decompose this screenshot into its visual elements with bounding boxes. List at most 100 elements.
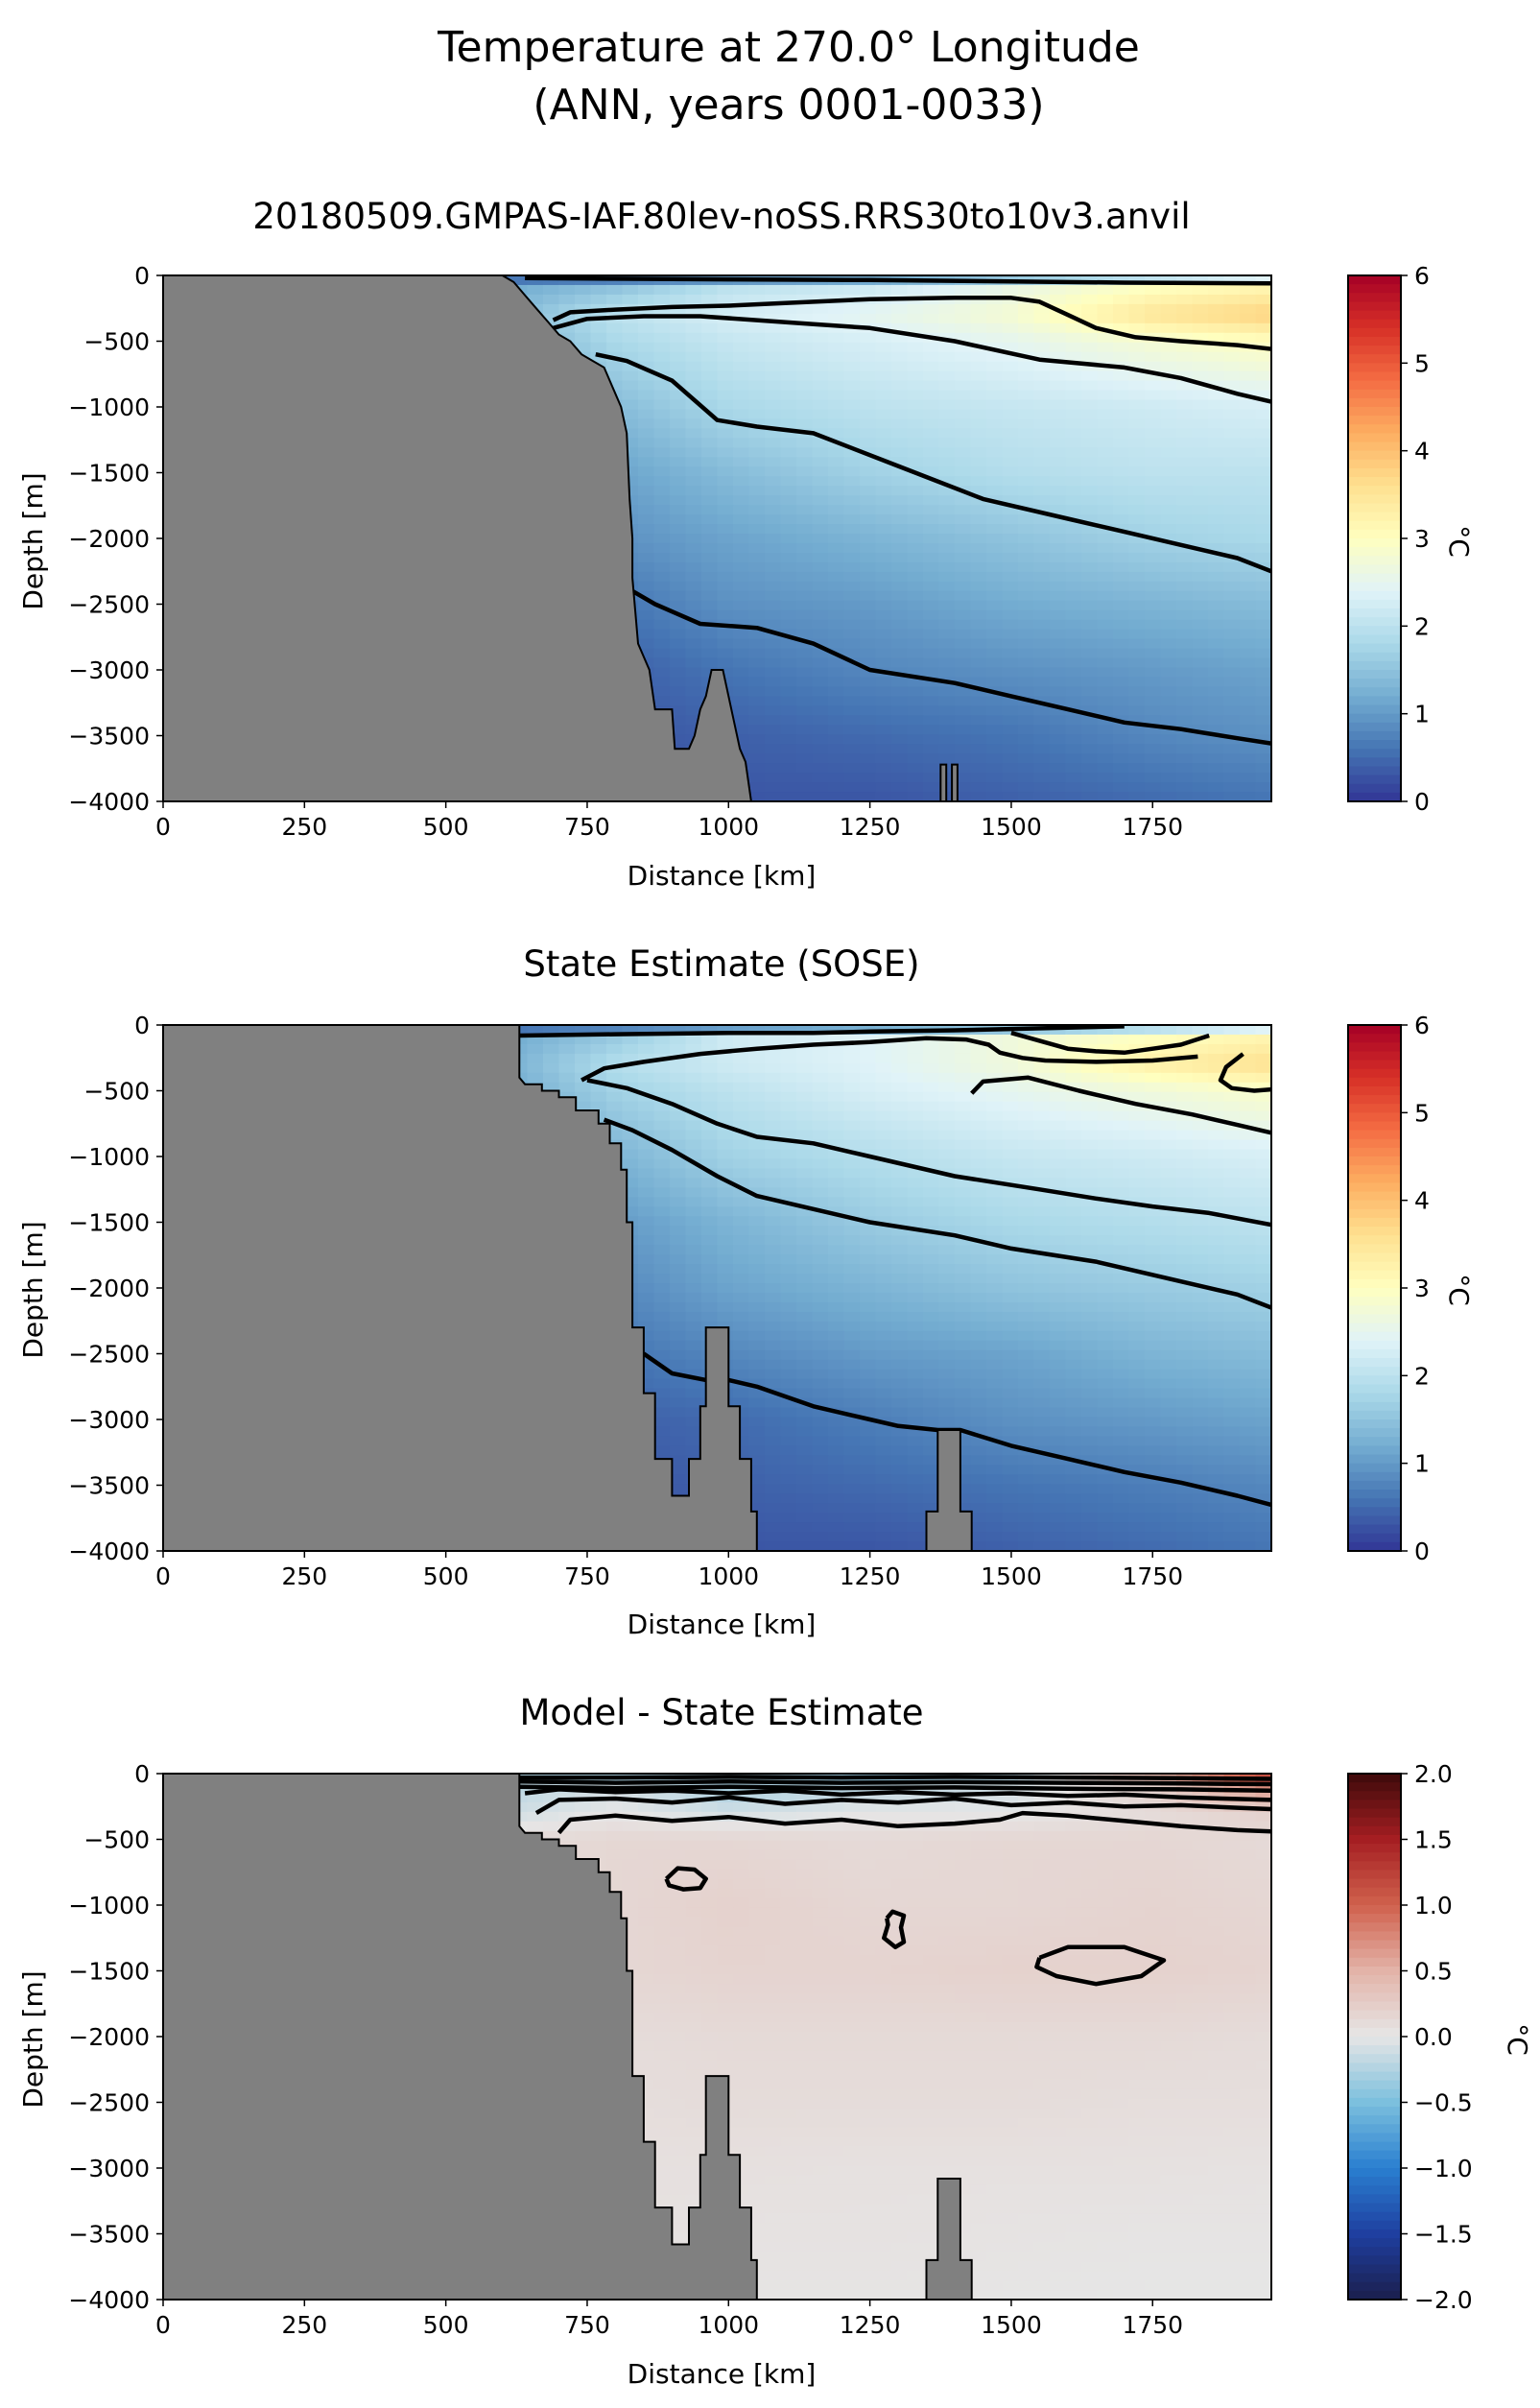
field-cell	[717, 609, 734, 621]
field-cell	[717, 303, 734, 315]
field-cell	[986, 725, 1004, 736]
field-cell	[923, 370, 940, 382]
field-cell	[1176, 600, 1194, 611]
field-cell	[1240, 1034, 1257, 1045]
field-cell	[1160, 1149, 1177, 1160]
field-cell	[1018, 1110, 1035, 1122]
field-cell	[748, 715, 766, 727]
field-cell	[1208, 1101, 1225, 1112]
field-cell	[558, 1053, 576, 1064]
colorbar-step	[1348, 538, 1401, 548]
field-cell	[1002, 438, 1019, 449]
field-cell	[970, 1110, 987, 1122]
field-cell	[1050, 1034, 1067, 1045]
field-cell	[1097, 667, 1114, 679]
field-cell	[1160, 609, 1177, 621]
field-cell	[717, 294, 734, 305]
field-cell	[1002, 686, 1019, 698]
field-cell	[1033, 1091, 1051, 1103]
field-cell	[527, 294, 544, 305]
field-cell	[986, 390, 1004, 401]
field-cell	[1033, 1062, 1051, 1074]
field-cell	[1240, 486, 1257, 496]
field-cell	[765, 1139, 782, 1151]
field-cell	[1002, 457, 1019, 468]
field-cell	[1050, 705, 1067, 717]
field-cell	[1081, 686, 1099, 698]
field-cell	[701, 552, 719, 563]
field-cell	[1065, 1072, 1082, 1084]
field-cell	[1018, 667, 1035, 679]
field-cell	[843, 399, 861, 411]
field-cell	[1002, 1110, 1019, 1122]
field-cell	[685, 1110, 702, 1122]
field-cell	[1050, 1101, 1067, 1112]
field-cell	[923, 1053, 940, 1064]
field-cell	[1223, 342, 1241, 353]
field-cell	[1113, 600, 1130, 611]
field-cell	[1160, 657, 1177, 669]
field-cell	[796, 773, 814, 783]
field-cell	[1002, 581, 1019, 592]
field-cell	[733, 342, 750, 353]
field-cell	[1145, 294, 1162, 305]
colorbar-step	[1348, 730, 1401, 741]
field-cell	[938, 648, 956, 659]
field-cell	[1160, 677, 1177, 688]
field-cell	[748, 466, 766, 478]
field-cell	[796, 609, 814, 621]
field-cell	[1018, 542, 1035, 554]
field-cell	[955, 303, 972, 315]
field-cell	[1192, 667, 1209, 679]
field-cell	[1128, 1130, 1146, 1141]
field-cell	[1208, 552, 1225, 563]
field-cell	[828, 322, 845, 334]
field-cell	[796, 476, 814, 487]
field-cell	[843, 1110, 861, 1122]
field-cell	[780, 1025, 797, 1036]
field-cell	[1050, 744, 1067, 754]
colorbar-step	[1348, 529, 1401, 539]
field-cell	[670, 571, 687, 583]
field-cell	[907, 390, 924, 401]
field-cell	[875, 409, 892, 420]
colorbar-step	[1348, 652, 1401, 662]
field-cell	[1145, 542, 1162, 554]
field-cell	[923, 725, 940, 736]
field-cell	[733, 322, 750, 334]
x-tick-label: 1750	[1122, 813, 1183, 841]
field-cell	[955, 782, 972, 793]
field-cell	[1208, 1072, 1225, 1084]
field-cell	[891, 763, 909, 774]
field-cell	[748, 1025, 766, 1036]
field-cell	[670, 466, 687, 478]
field-cell	[1176, 390, 1194, 401]
field-cell	[796, 571, 814, 583]
field-cell	[1240, 476, 1257, 487]
field-cell	[970, 715, 987, 727]
field-cell	[1065, 629, 1082, 640]
field-cell	[828, 361, 845, 372]
field-cell	[1002, 638, 1019, 650]
field-cell	[1018, 332, 1035, 344]
field-cell	[955, 744, 972, 754]
field-cell	[543, 1025, 560, 1036]
field-cell	[1002, 466, 1019, 478]
field-cell	[796, 1091, 814, 1103]
contour-line	[553, 314, 1271, 404]
field-cell	[1050, 534, 1067, 544]
field-cell	[1065, 294, 1082, 305]
field-cell	[717, 514, 734, 525]
field-cell	[907, 667, 924, 679]
field-cell	[1255, 505, 1271, 515]
field-cell	[1018, 1130, 1035, 1141]
field-cell	[653, 380, 671, 392]
field-cell	[955, 1053, 972, 1064]
field-cell	[748, 677, 766, 688]
field-cell	[543, 313, 560, 324]
field-cell	[1050, 399, 1067, 411]
field-cell	[670, 725, 687, 736]
field-cell	[1255, 696, 1271, 707]
field-cell	[1192, 1053, 1209, 1064]
field-cell	[590, 1101, 607, 1112]
